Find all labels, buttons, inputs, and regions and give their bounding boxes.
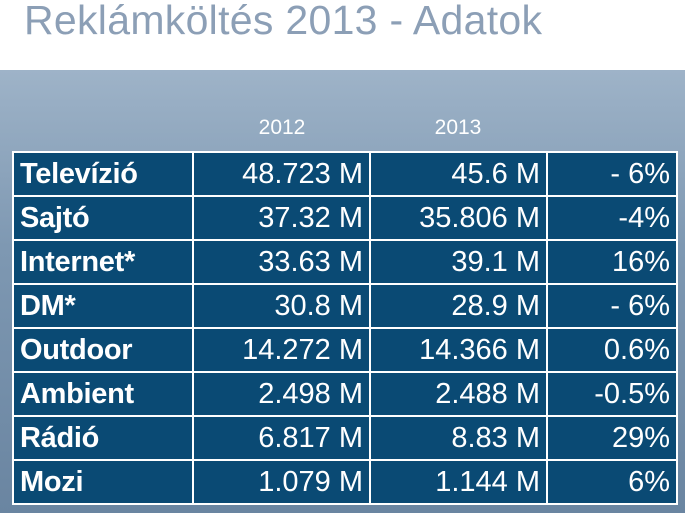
value-2013: 1.144 M: [369, 459, 548, 505]
value-2012: 30.8 M: [192, 283, 371, 329]
row-label: Mozi: [12, 459, 194, 505]
table-row: Internet* 33.63 M 39.1 M 16%: [12, 239, 678, 285]
value-2012: 33.63 M: [192, 239, 371, 285]
row-label: Outdoor: [12, 327, 194, 373]
row-label: Sajtó: [12, 195, 194, 241]
value-2012: 2.498 M: [192, 371, 371, 417]
value-2012: 1.079 M: [192, 459, 371, 505]
value-2012: 37.32 M: [192, 195, 371, 241]
table-row: Outdoor 14.272 M 14.366 M 0.6%: [12, 327, 678, 373]
row-label: Ambient: [12, 371, 194, 417]
column-header-2012: 2012: [258, 116, 306, 139]
change-percent: 16%: [546, 239, 678, 285]
change-percent: -0.5%: [546, 371, 678, 417]
change-percent: 6%: [546, 459, 678, 505]
table-row: Rádió 6.817 M 8.83 M 29%: [12, 415, 678, 461]
change-percent: 0.6%: [546, 327, 678, 373]
row-label: DM*: [12, 283, 194, 329]
row-label: Televízió: [12, 151, 194, 197]
value-2013: 35.806 M: [369, 195, 548, 241]
change-percent: - 6%: [546, 283, 678, 329]
row-label: Rádió: [12, 415, 194, 461]
value-2013: 8.83 M: [369, 415, 548, 461]
value-2013: 14.366 M: [369, 327, 548, 373]
value-2013: 45.6 M: [369, 151, 548, 197]
change-percent: - 6%: [546, 151, 678, 197]
value-2012: 48.723 M: [192, 151, 371, 197]
page-title: Reklámköltés 2013 - Adatok: [24, 0, 543, 43]
table-row: DM* 30.8 M 28.9 M- 6%: [12, 283, 678, 329]
change-percent: 29%: [546, 415, 678, 461]
value-2012: 6.817 M: [192, 415, 371, 461]
value-2013: 28.9 M: [369, 283, 548, 329]
row-label: Internet*: [12, 239, 194, 285]
table-row: Sajtó 37.32 M 35.806 M -4%: [12, 195, 678, 241]
column-header-2013: 2013: [434, 116, 482, 139]
table-row: Televízió 48.723 M 45.6 M- 6%: [12, 151, 678, 197]
value-2012: 14.272 M: [192, 327, 371, 373]
value-2013: 2.488 M: [369, 371, 548, 417]
change-percent: -4%: [546, 195, 678, 241]
table-row: Mozi 1.079 M 1.144 M 6%: [12, 459, 678, 505]
value-2013: 39.1 M: [369, 239, 548, 285]
table-row: Ambient 2.498 M 2.488 M -0.5%: [12, 371, 678, 417]
